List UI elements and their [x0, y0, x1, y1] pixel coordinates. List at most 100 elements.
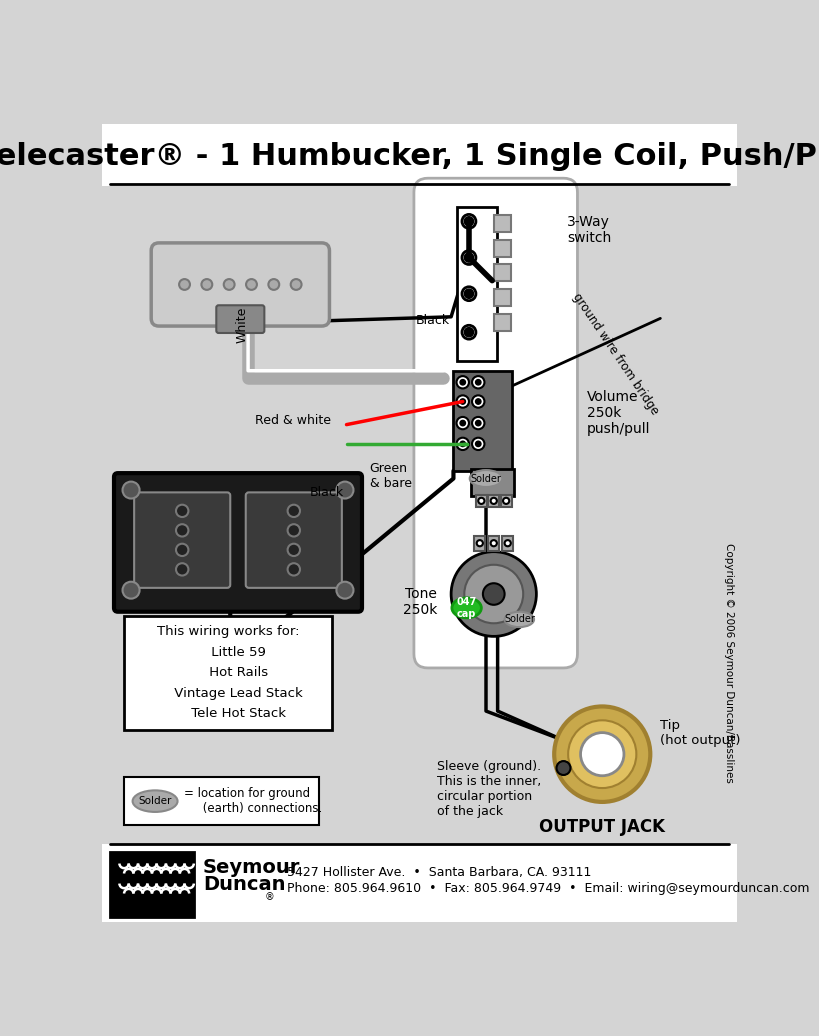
Circle shape — [456, 376, 469, 388]
Circle shape — [123, 482, 139, 498]
Bar — [494, 215, 511, 232]
Circle shape — [456, 396, 469, 408]
Circle shape — [483, 583, 505, 605]
Circle shape — [462, 325, 476, 339]
Circle shape — [491, 497, 497, 503]
Circle shape — [123, 581, 139, 599]
Circle shape — [337, 581, 354, 599]
FancyBboxPatch shape — [216, 306, 265, 333]
Bar — [494, 239, 511, 257]
Circle shape — [460, 379, 465, 385]
Text: ®: ® — [265, 892, 275, 902]
Bar — [124, 615, 332, 729]
Circle shape — [464, 565, 523, 624]
Circle shape — [472, 396, 485, 408]
Text: 047
cap: 047 cap — [456, 597, 477, 618]
Text: Red & white: Red & white — [255, 414, 331, 427]
Text: Black: Black — [310, 486, 344, 499]
Bar — [470, 469, 514, 496]
Bar — [476, 494, 486, 507]
Circle shape — [464, 327, 473, 337]
Bar — [454, 371, 512, 470]
Circle shape — [472, 376, 485, 388]
Text: Black: Black — [415, 314, 450, 327]
Bar — [124, 777, 319, 825]
Text: Copyright © 2006 Seymour Duncan/Basslines: Copyright © 2006 Seymour Duncan/Bassline… — [723, 544, 734, 783]
Circle shape — [462, 251, 476, 264]
Circle shape — [464, 217, 473, 226]
Text: 5427 Hollister Ave.  •  Santa Barbara, CA. 93111: 5427 Hollister Ave. • Santa Barbara, CA.… — [287, 866, 591, 879]
Circle shape — [456, 437, 469, 450]
Circle shape — [246, 279, 257, 290]
Circle shape — [476, 441, 481, 447]
Circle shape — [287, 505, 300, 517]
Circle shape — [478, 497, 485, 503]
Circle shape — [581, 732, 624, 776]
Bar — [102, 124, 737, 185]
Circle shape — [472, 416, 485, 429]
Circle shape — [460, 399, 465, 404]
Bar — [494, 264, 511, 282]
Bar — [494, 314, 511, 330]
FancyBboxPatch shape — [114, 473, 362, 611]
Text: Telecaster® - 1 Humbucker, 1 Single Coil, Push/Pull: Telecaster® - 1 Humbucker, 1 Single Coil… — [0, 142, 819, 171]
Circle shape — [464, 289, 473, 298]
Circle shape — [176, 564, 188, 576]
Circle shape — [456, 416, 469, 429]
Circle shape — [287, 544, 300, 556]
Ellipse shape — [452, 598, 482, 617]
Circle shape — [462, 214, 476, 228]
Text: Green
& bare: Green & bare — [369, 462, 412, 490]
Circle shape — [476, 399, 481, 404]
Circle shape — [477, 540, 483, 546]
Bar — [110, 852, 194, 917]
Circle shape — [476, 421, 481, 426]
Circle shape — [503, 497, 509, 503]
Bar — [488, 536, 499, 551]
Circle shape — [287, 564, 300, 576]
Text: Solder: Solder — [471, 473, 501, 484]
Circle shape — [201, 279, 212, 290]
Circle shape — [472, 437, 485, 450]
Circle shape — [176, 544, 188, 556]
Circle shape — [287, 524, 300, 537]
Circle shape — [462, 287, 476, 300]
Circle shape — [476, 379, 481, 385]
Text: Duncan: Duncan — [203, 875, 286, 894]
Text: Solder: Solder — [138, 796, 172, 806]
Bar — [502, 536, 514, 551]
Text: This wiring works for:
     Little 59
     Hot Rails
     Vintage Lead Stack
   : This wiring works for: Little 59 Hot Rai… — [153, 625, 303, 720]
Circle shape — [269, 279, 279, 290]
Text: Volume
250k
push/pull: Volume 250k push/pull — [586, 390, 650, 436]
Circle shape — [291, 279, 301, 290]
Circle shape — [337, 482, 354, 498]
Circle shape — [460, 441, 465, 447]
Bar — [494, 289, 511, 306]
Text: Phone: 805.964.9610  •  Fax: 805.964.9749  •  Email: wiring@seymourduncan.com: Phone: 805.964.9610 • Fax: 805.964.9749 … — [287, 882, 809, 895]
Circle shape — [176, 524, 188, 537]
Circle shape — [464, 253, 473, 262]
Circle shape — [176, 505, 188, 517]
Text: Sleeve (ground).
This is the inner,
circular portion
of the jack: Sleeve (ground). This is the inner, circ… — [437, 760, 541, 818]
Text: Solder: Solder — [504, 614, 535, 625]
FancyBboxPatch shape — [414, 178, 577, 668]
Circle shape — [568, 720, 636, 788]
Circle shape — [224, 279, 234, 290]
Bar — [500, 494, 512, 507]
Text: OUTPUT JACK: OUTPUT JACK — [539, 818, 665, 836]
FancyBboxPatch shape — [246, 492, 342, 587]
Ellipse shape — [505, 611, 534, 627]
FancyBboxPatch shape — [152, 242, 329, 326]
Ellipse shape — [470, 470, 502, 487]
Text: Tip
(hot output): Tip (hot output) — [659, 719, 740, 747]
Bar — [456, 207, 497, 362]
Circle shape — [451, 551, 536, 636]
Circle shape — [491, 540, 497, 546]
FancyBboxPatch shape — [134, 492, 230, 587]
Circle shape — [505, 540, 511, 546]
Text: ground wire from bridge: ground wire from bridge — [570, 290, 661, 418]
Text: Tone
250k: Tone 250k — [403, 586, 437, 616]
Circle shape — [179, 279, 190, 290]
Circle shape — [460, 421, 465, 426]
Text: Seymour: Seymour — [203, 858, 301, 877]
